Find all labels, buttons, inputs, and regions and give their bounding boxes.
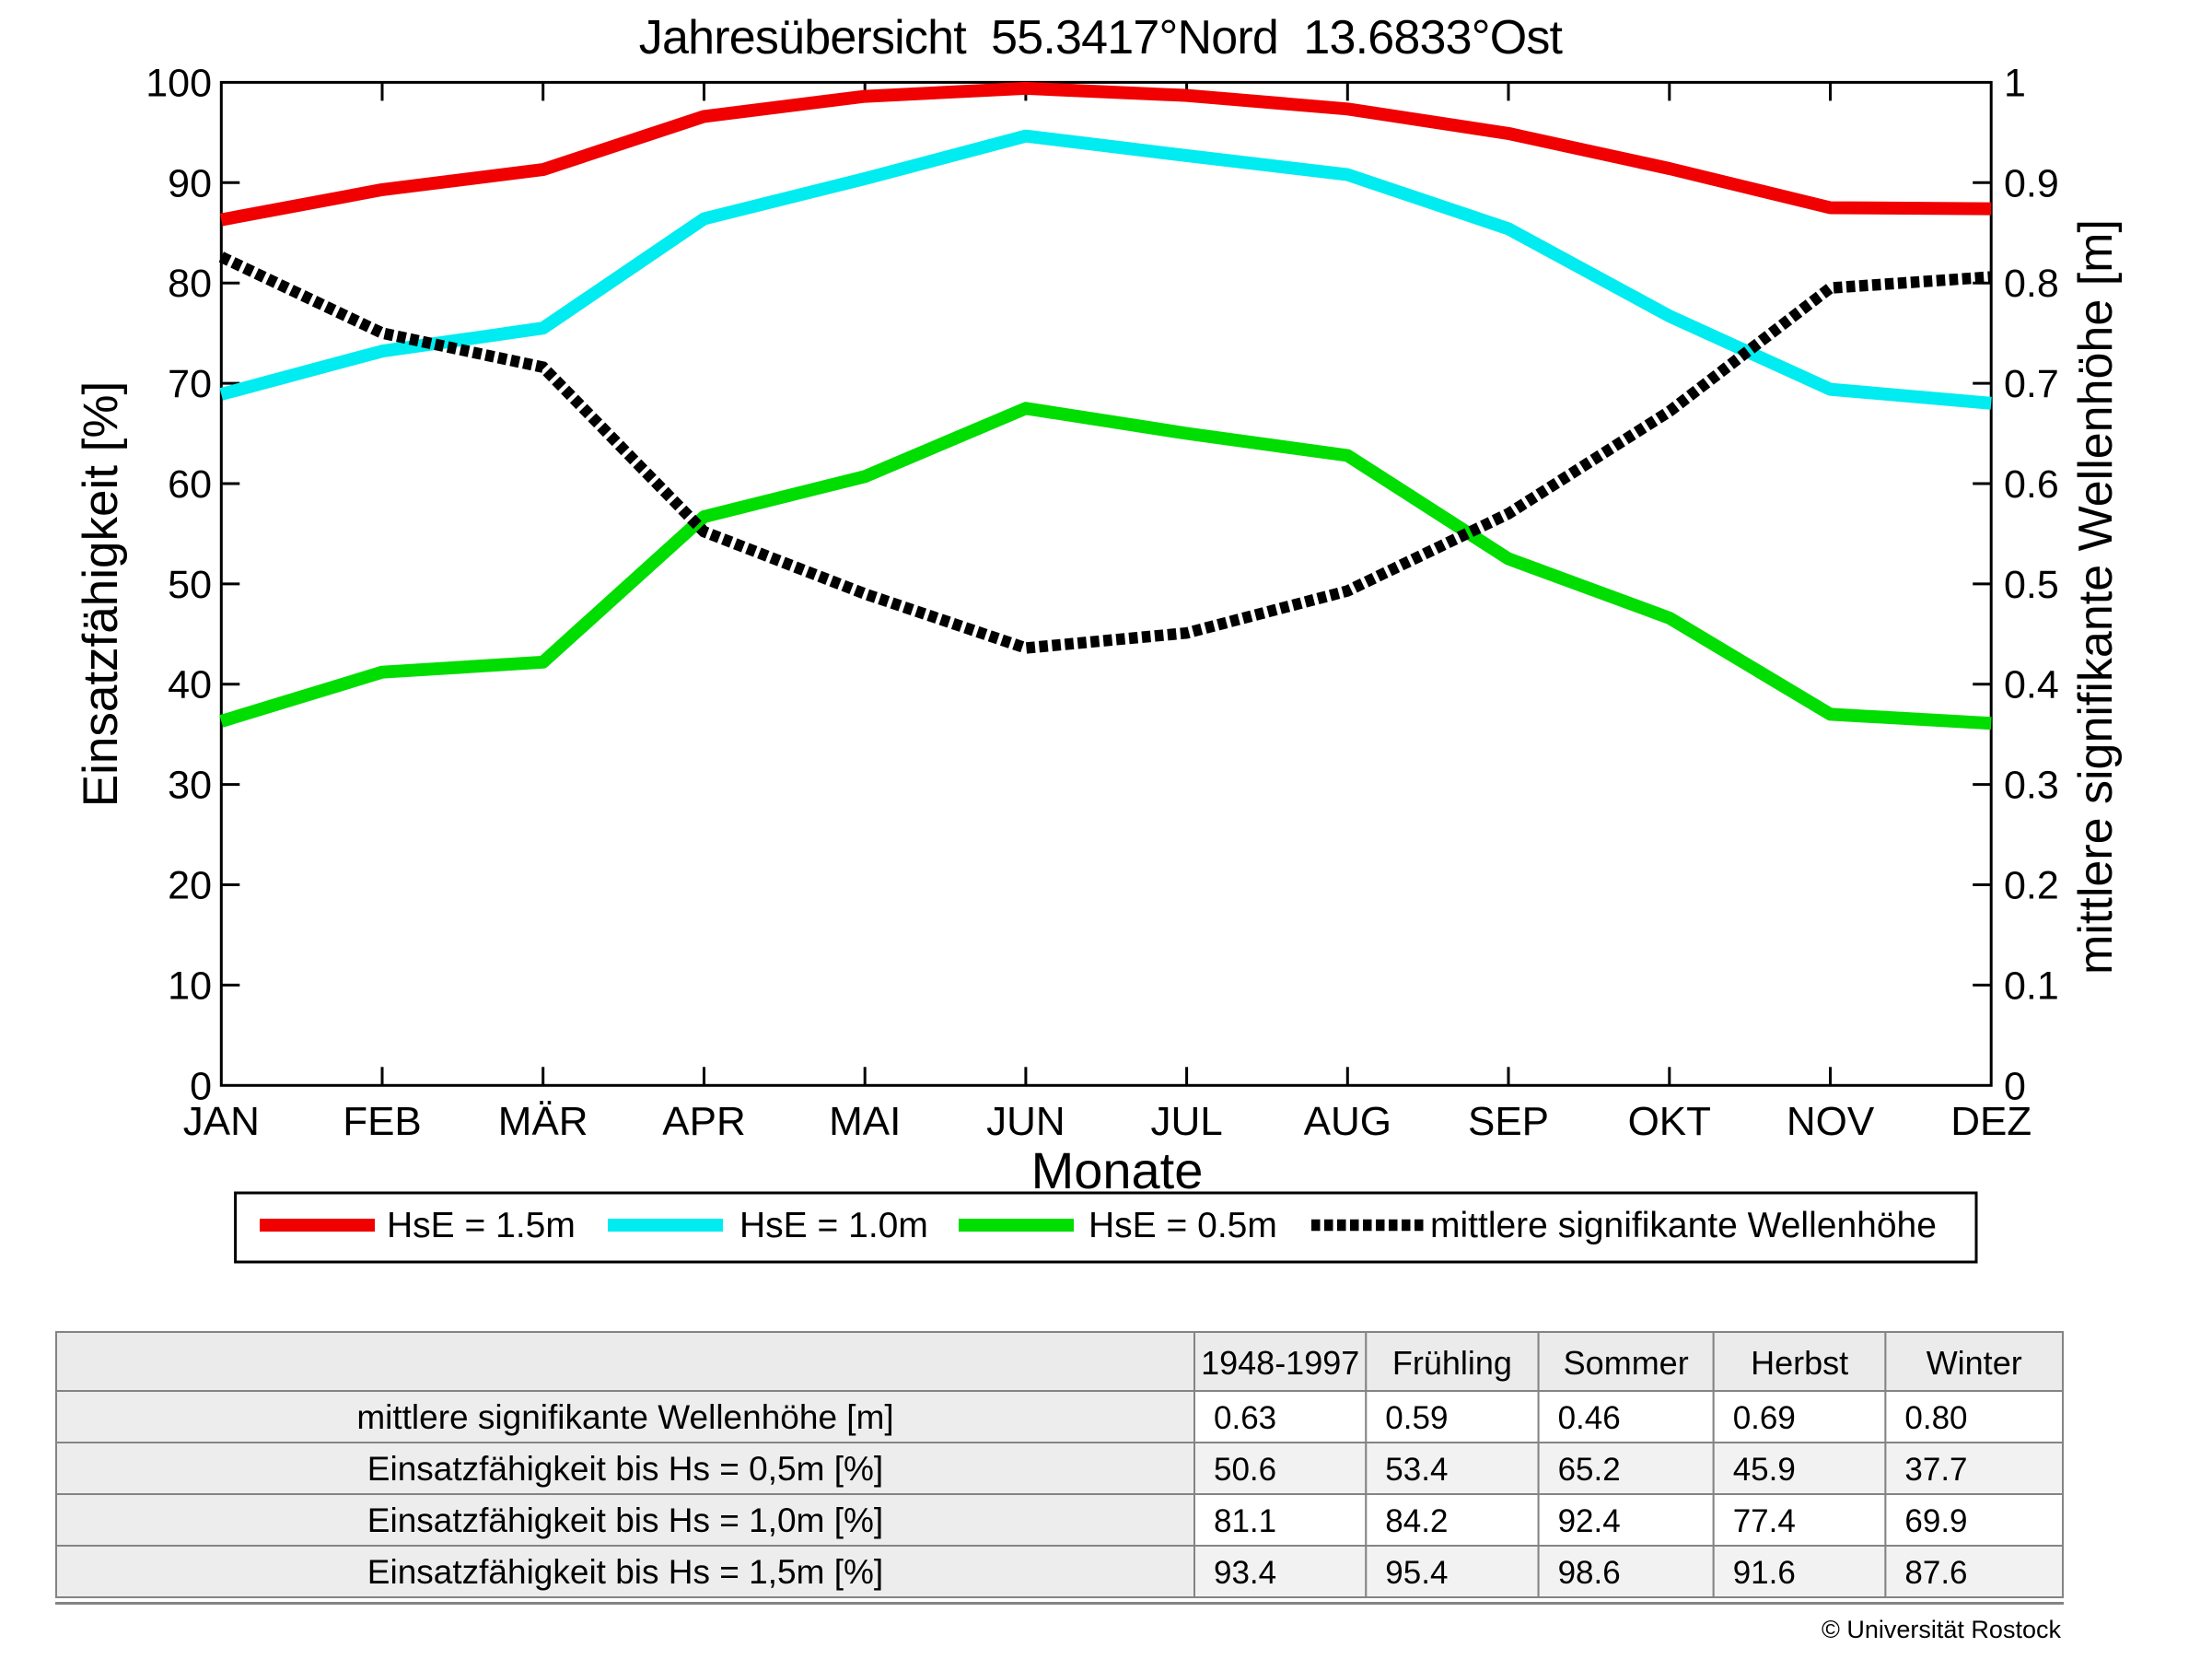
svg-text:MAI: MAI [829,1099,901,1144]
svg-text:FEB: FEB [343,1099,422,1144]
svg-text:81.1: 81.1 [1214,1503,1276,1539]
svg-text:40: 40 [168,663,212,707]
svg-text:Frühling: Frühling [1392,1344,1512,1382]
svg-text:69.9: 69.9 [1904,1503,1967,1539]
svg-text:90: 90 [168,161,212,205]
svg-text:0.63: 0.63 [1214,1400,1276,1436]
svg-text:50: 50 [168,563,212,607]
svg-text:Einsatzfähigkeit [%]: Einsatzfähigkeit [%] [74,381,128,808]
svg-text:0.1: 0.1 [2004,964,2059,1008]
svg-text:JUL: JUL [1150,1099,1222,1144]
svg-text:37.7: 37.7 [1904,1452,1967,1488]
svg-text:JUN: JUN [986,1099,1065,1144]
svg-text:30: 30 [168,764,212,808]
svg-text:95.4: 95.4 [1385,1555,1448,1591]
svg-text:0.8: 0.8 [2004,262,2059,306]
svg-text:0.5: 0.5 [2004,563,2059,607]
svg-text:0: 0 [2004,1064,2026,1108]
svg-text:10: 10 [168,964,212,1008]
svg-text:65.2: 65.2 [1558,1452,1621,1488]
svg-text:92.4: 92.4 [1558,1503,1621,1539]
svg-text:SEP: SEP [1468,1099,1549,1144]
svg-text:OKT: OKT [1628,1099,1711,1144]
svg-text:1: 1 [2004,61,2026,105]
svg-text:0.4: 0.4 [2004,663,2059,707]
svg-text:Einsatzfähigkeit bis Hs = 1,0m: Einsatzfähigkeit bis Hs = 1,0m [%] [367,1501,883,1539]
svg-text:0.3: 0.3 [2004,764,2059,808]
svg-text:0.7: 0.7 [2004,362,2059,406]
svg-text:Herbst: Herbst [1751,1344,1848,1382]
svg-text:91.6: 91.6 [1733,1555,1796,1591]
svg-text:Monate: Monate [1031,1141,1204,1199]
svg-text:Winter: Winter [1927,1344,2022,1382]
svg-text:60: 60 [168,462,212,507]
svg-text:mittlere signifikante Wellenhö: mittlere signifikante Wellenhöhe [1430,1206,1937,1245]
svg-text:1948-1997: 1948-1997 [1201,1344,1359,1382]
svg-text:87.6: 87.6 [1904,1555,1967,1591]
svg-text:0.80: 0.80 [1904,1400,1967,1436]
svg-text:45.9: 45.9 [1733,1452,1796,1488]
svg-text:77.4: 77.4 [1733,1503,1796,1539]
svg-text:© Universität Rostock: © Universität Rostock [1822,1616,2061,1643]
svg-text:APR: APR [662,1099,745,1144]
svg-text:53.4: 53.4 [1385,1452,1448,1488]
svg-text:0: 0 [190,1064,212,1108]
svg-text:HsE = 1.0m: HsE = 1.0m [739,1206,928,1245]
svg-text:DEZ: DEZ [1950,1099,2032,1144]
svg-text:93.4: 93.4 [1214,1555,1276,1591]
svg-text:HsE = 0.5m: HsE = 0.5m [1089,1206,1277,1245]
svg-text:80: 80 [168,262,212,306]
svg-text:0.46: 0.46 [1558,1400,1621,1436]
svg-text:NOV: NOV [1787,1099,1875,1144]
svg-text:0.9: 0.9 [2004,161,2059,205]
svg-text:20: 20 [168,864,212,908]
svg-text:HsE = 1.5m: HsE = 1.5m [387,1206,576,1245]
svg-text:98.6: 98.6 [1558,1555,1621,1591]
svg-text:AUG: AUG [1304,1099,1391,1144]
svg-text:Einsatzfähigkeit bis Hs = 1,5m: Einsatzfähigkeit bis Hs = 1,5m [%] [367,1553,883,1591]
svg-text:100: 100 [146,61,212,105]
svg-text:Einsatzfähigkeit bis Hs = 0,5m: Einsatzfähigkeit bis Hs = 0,5m [%] [367,1450,883,1488]
svg-text:MÄR: MÄR [498,1099,588,1144]
svg-text:50.6: 50.6 [1214,1452,1276,1488]
svg-text:Sommer: Sommer [1564,1344,1689,1382]
svg-text:mittlere signifikante Wellenhö: mittlere signifikante Wellenhöhe [m] [2069,219,2123,975]
svg-text:JAN: JAN [183,1099,260,1144]
svg-text:84.2: 84.2 [1385,1503,1448,1539]
svg-text:70: 70 [168,362,212,406]
svg-text:0.69: 0.69 [1733,1400,1796,1436]
svg-text:0.2: 0.2 [2004,864,2059,908]
svg-text:0.59: 0.59 [1385,1400,1448,1436]
svg-text:mittlere signifikante Wellenhö: mittlere signifikante Wellenhöhe [m] [356,1398,893,1436]
svg-text:0.6: 0.6 [2004,462,2059,507]
svg-text:Jahresübersicht 55.3417°Nord: Jahresübersicht 55.3417°Nord 13.6833°Ost [639,11,1564,64]
